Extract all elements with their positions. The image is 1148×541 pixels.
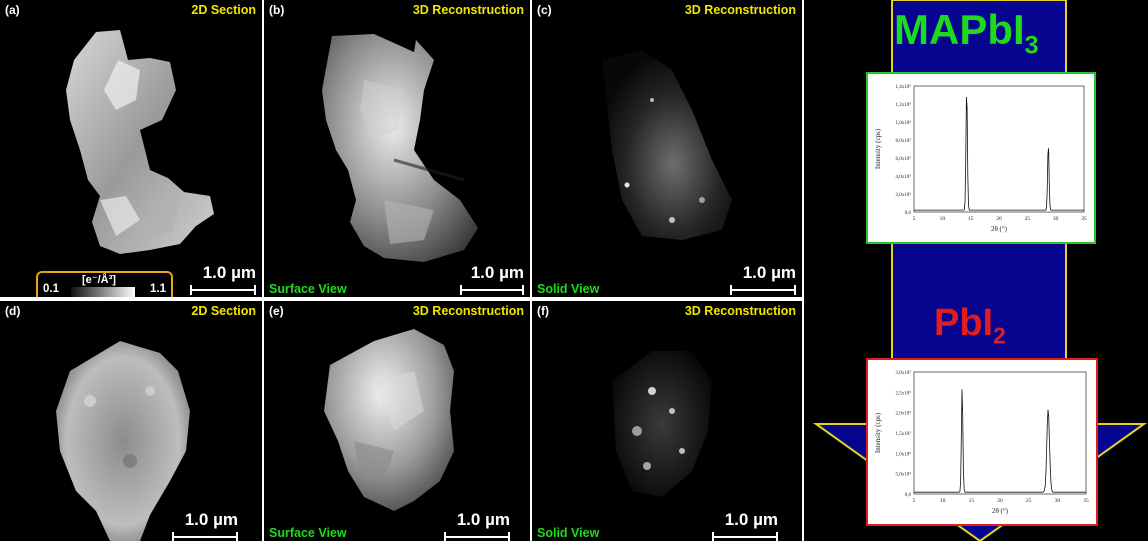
scale-line: [444, 532, 510, 541]
y-tick-label: 5,0x10⁴: [896, 472, 912, 478]
panel-title: 3D Reconstruction: [684, 3, 796, 17]
panel-c: (c) 3D Reconstruction Solid View 1.0 µm: [532, 0, 802, 297]
particle-image-a: [66, 30, 214, 254]
view-label: Solid View: [537, 526, 600, 540]
scale-label: 1.0 µm: [470, 263, 524, 282]
x-tick-label: 10: [940, 216, 946, 222]
particle-image-c: [602, 50, 732, 240]
y-axis-label: Intensity (cps): [874, 128, 882, 169]
x-axis-label: 2θ (°): [991, 225, 1008, 233]
panel-title: 3D Reconstruction: [412, 304, 524, 318]
x-tick-label: 30: [1053, 216, 1059, 222]
plot-area: [913, 371, 1087, 495]
x-tick-label: 35: [1081, 216, 1087, 222]
scale-line: [712, 532, 778, 541]
x-axis-label: 2θ (°): [992, 507, 1009, 515]
scale-bar: 1.0 µm: [712, 510, 778, 541]
material-top-sub: 3: [1024, 31, 1039, 60]
panel-label: (a): [5, 3, 20, 17]
panel-label: (d): [5, 304, 21, 318]
particle-image-e: [324, 329, 454, 511]
panel-label: (c): [537, 3, 552, 17]
scale-bar: 1.0 µm: [190, 263, 256, 295]
x-tick-label: 25: [1025, 216, 1031, 222]
y-tick-label: 1,0x10⁶: [896, 120, 912, 126]
panel-d: (d) 2D Section 1.0 µm: [0, 301, 262, 541]
x-tick-label: 20: [996, 216, 1002, 222]
xrd-plot-top: 0,0 2,0x10⁵ 4,0x10⁵ 6,0x10⁵ 8,0x10⁵ 1,0x10⁶ 1,…: [866, 72, 1096, 244]
scale-bar: 1.0 µm: [444, 510, 510, 541]
panel-title: 2D Section: [191, 304, 256, 318]
y-tick-label: 2,5x10⁵: [896, 390, 912, 396]
view-label: Surface View: [269, 526, 347, 540]
x-tick-label: 35: [1083, 498, 1089, 504]
scale-bar: 1.0 µm: [460, 263, 524, 295]
panel-a: (a) 2D Section 1.0 µm 0.1 [e⁻/Å³] 1.1: [0, 0, 262, 297]
panel-title: 2D Section: [191, 3, 256, 17]
x-tick-label: 5: [913, 498, 916, 504]
y-axis-label: Intensity (cps): [874, 412, 882, 453]
scale-line: [460, 285, 524, 295]
x-tick-label: 20: [997, 498, 1003, 504]
scale-line: [172, 532, 238, 541]
y-tick-label: 1,2x10⁶: [896, 102, 912, 108]
scale-line: [190, 285, 256, 295]
panel-b: (b) 3D Reconstruction Surface View 1.0 µ…: [264, 0, 530, 297]
y-tick-label: 4,0x10⁵: [896, 174, 912, 180]
y-tick-label: 1,5x10⁵: [896, 431, 912, 437]
material-bottom-sub: 2: [993, 322, 1006, 349]
y-tick-label: 0,0: [905, 493, 912, 498]
scale-label: 1.0 µm: [184, 510, 238, 529]
particle-image-d: [56, 341, 190, 541]
colorbar-min: 0.1: [43, 283, 59, 295]
diffraction-trace: [914, 96, 1084, 211]
y-tick-label: 8,0x10⁵: [896, 138, 912, 144]
y-tick-label: 1,0x10⁵: [896, 451, 912, 457]
panel-title: 3D Reconstruction: [412, 3, 524, 17]
y-tick-label: 3,0x10⁵: [896, 370, 912, 376]
material-top-base: MAPbI: [894, 6, 1025, 53]
particle-image-f: [612, 351, 712, 497]
y-tick-label: 0,0: [905, 211, 912, 216]
xrd-plot-bottom: 0,0 5,0x10⁴ 1,0x10⁵ 1,5x10⁵ 2,0x10⁵ 2,5x10⁵ 3,…: [866, 358, 1098, 526]
panel-f: (f) 3D Reconstruction Solid View 1.0 µm: [532, 301, 802, 541]
colorbar-max: 1.1: [150, 283, 166, 295]
material-label-bottom: PbI2: [934, 302, 1006, 350]
x-tick-label: 15: [969, 498, 975, 504]
colorbar-gradient: [71, 287, 135, 297]
scale-bar: 1.0 µm: [172, 510, 238, 541]
panel-e: (e) 3D Reconstruction Surface View 1.0 µ…: [264, 301, 530, 541]
x-tick-label: 25: [1026, 498, 1032, 504]
transformation-panel: MAPbI3 0,0 2,0x10⁵ 4,0x10⁵ 6,0x10⁵ 8,0x10⁵ 1,…: [804, 0, 1148, 541]
panel-label: (f): [537, 304, 549, 318]
x-tick-label: 5: [913, 216, 916, 222]
y-tick-label: 2,0x10⁵: [896, 192, 912, 198]
scale-label: 1.0 µm: [456, 510, 510, 529]
diffraction-trace: [914, 389, 1086, 493]
material-label-top: MAPbI3: [894, 6, 1039, 60]
x-tick-label: 15: [968, 216, 974, 222]
particle-image-b: [322, 34, 478, 262]
plot-area: [913, 85, 1085, 213]
scale-label: 1.0 µm: [724, 510, 778, 529]
scale-label: 1.0 µm: [742, 263, 796, 282]
xrd-chart-top: 0,0 2,0x10⁵ 4,0x10⁵ 6,0x10⁵ 8,0x10⁵ 1,0x10⁶ 1,…: [874, 84, 1087, 233]
x-tick-label: 30: [1055, 498, 1061, 504]
x-tick-label: 10: [940, 498, 946, 504]
y-tick-label: 6,0x10⁵: [896, 156, 912, 162]
xrd-chart-bottom: 0,0 5,0x10⁴ 1,0x10⁵ 1,5x10⁵ 2,0x10⁵ 2,5x10⁵ 3,…: [874, 370, 1089, 515]
panel-title: 3D Reconstruction: [684, 304, 796, 318]
panel-label: (e): [269, 304, 284, 318]
scale-line: [730, 285, 796, 295]
y-tick-label: 2,0x10⁵: [896, 411, 912, 417]
panel-label: (b): [269, 3, 285, 17]
colorbar-unit: [e⁻/Å³]: [82, 274, 116, 286]
colorbar: 0.1 [e⁻/Å³] 1.1: [36, 271, 173, 297]
view-label: Surface View: [269, 282, 347, 296]
scale-label: 1.0 µm: [202, 263, 256, 282]
material-bottom-base: PbI: [934, 302, 994, 344]
view-label: Solid View: [537, 282, 600, 296]
y-tick-label: 1,4x10⁶: [896, 84, 912, 90]
scale-bar: 1.0 µm: [730, 263, 796, 295]
